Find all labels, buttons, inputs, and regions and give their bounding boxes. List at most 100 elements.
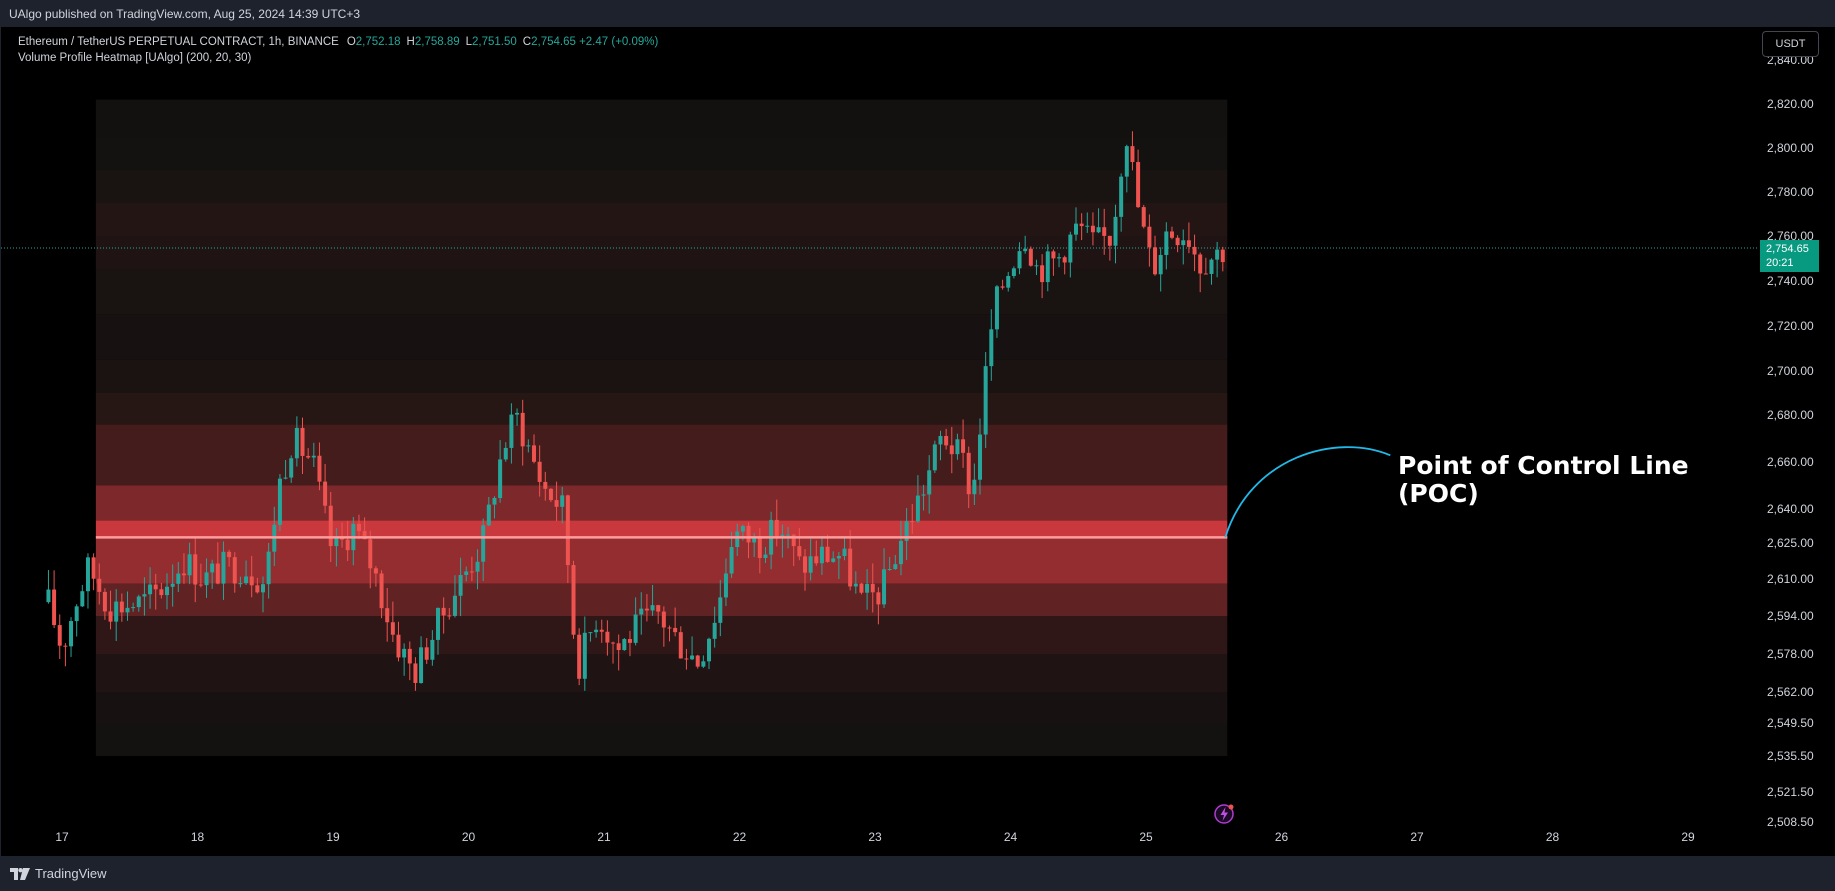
- symbol-title[interactable]: Ethereum / TetherUS PERPETUAL CONTRACT, …: [18, 36, 339, 48]
- candle-body: [74, 606, 79, 622]
- candle-body: [46, 589, 51, 603]
- candle: [1000, 279, 1005, 290]
- price-tick-label: 2,535.50: [1767, 749, 1814, 763]
- candle: [932, 440, 937, 473]
- heatmap-band-2: [95, 654, 1228, 692]
- candle-body: [1130, 146, 1135, 163]
- price-tick-label: 2,562.00: [1767, 685, 1814, 699]
- candle: [673, 607, 678, 637]
- candle-body: [1023, 248, 1028, 252]
- candle: [509, 403, 514, 464]
- candle-body: [1028, 248, 1033, 266]
- candle-body: [334, 538, 339, 547]
- candle-body: [52, 589, 57, 626]
- candle-body: [294, 427, 299, 459]
- candle-body: [176, 573, 181, 584]
- candle: [966, 446, 971, 509]
- candle: [938, 430, 943, 461]
- chart-pane[interactable]: 2,508.50 2,521.50 2,535.50 2,549.50 2,562.00…: [0, 27, 1835, 856]
- price-tick-label: 2,800.00: [1767, 141, 1814, 155]
- candle-body: [1079, 223, 1084, 227]
- candle-body: [80, 591, 85, 607]
- candle-body: [983, 366, 988, 435]
- candle: [159, 582, 164, 599]
- candle-body: [1068, 234, 1073, 263]
- candle-body: [447, 615, 452, 617]
- candle: [356, 514, 361, 540]
- candle-body: [673, 627, 678, 633]
- candle: [921, 484, 926, 511]
- candle: [757, 527, 762, 574]
- candle-body: [667, 627, 672, 629]
- candle-body: [142, 594, 147, 597]
- candle: [345, 520, 350, 562]
- heatmap-band-8: [95, 424, 1228, 486]
- bottom-bar: TradingView: [0, 856, 1835, 891]
- candle-body: [966, 452, 971, 495]
- candle: [311, 442, 316, 467]
- candle-body: [277, 478, 282, 525]
- time-tick-label: 19: [326, 830, 340, 844]
- candle: [390, 601, 395, 642]
- tradingview-logo-text: TradingView: [35, 866, 107, 881]
- candle-body: [882, 569, 887, 605]
- open-label: O: [346, 36, 356, 48]
- candle: [1153, 235, 1158, 276]
- candle-body: [181, 573, 186, 576]
- candle-body: [1181, 240, 1186, 246]
- tradingview-logo[interactable]: TradingView: [10, 866, 107, 881]
- candle: [661, 606, 666, 647]
- candle: [385, 587, 390, 642]
- candle-body: [1175, 237, 1180, 246]
- candle-body: [260, 584, 265, 593]
- indicator-title[interactable]: Volume Profile Heatmap [UAlgo] (200, 20,…: [18, 52, 252, 64]
- candle-body: [898, 540, 903, 565]
- candle: [340, 522, 345, 548]
- price-tick-label: 2,660.00: [1767, 455, 1814, 469]
- candle-body: [1215, 249, 1220, 260]
- price-tick-label: 2,521.50: [1767, 785, 1814, 799]
- candle: [605, 620, 610, 656]
- candle-body: [921, 494, 926, 496]
- candle: [1006, 271, 1011, 292]
- candle: [108, 590, 113, 630]
- candle: [294, 416, 299, 467]
- candle-body: [114, 601, 119, 622]
- candle-body: [300, 427, 305, 456]
- candle-body: [836, 556, 841, 559]
- candle-body: [684, 658, 689, 660]
- candle: [125, 591, 130, 621]
- candle-body: [791, 534, 796, 547]
- candle: [961, 419, 966, 468]
- candle: [452, 575, 457, 618]
- candle: [1017, 242, 1022, 275]
- candle-body: [503, 447, 508, 460]
- candle-body: [385, 608, 390, 623]
- annotation-line-1: Point of Control Line: [1398, 451, 1689, 480]
- currency-button[interactable]: USDT: [1762, 31, 1819, 57]
- candle: [577, 628, 582, 686]
- candle: [983, 352, 988, 449]
- candle: [910, 504, 915, 534]
- candle: [165, 573, 170, 610]
- candle: [114, 589, 119, 641]
- candle: [1073, 207, 1078, 241]
- candle-body: [802, 556, 807, 573]
- candle: [1085, 212, 1090, 233]
- candle: [170, 564, 175, 607]
- candle-body: [520, 412, 525, 447]
- candle: [323, 463, 328, 514]
- lightning-icon[interactable]: [1214, 804, 1234, 824]
- candle-body: [193, 554, 198, 585]
- candlestick-chart[interactable]: 2,508.50 2,521.50 2,535.50 2,549.50 2,562.00…: [1, 27, 1835, 856]
- heatmap-band-7: [95, 485, 1228, 521]
- candle: [915, 475, 920, 523]
- candle: [1113, 204, 1118, 264]
- tradingview-logo-icon: [10, 867, 30, 880]
- candle-body: [323, 481, 328, 506]
- candle: [797, 528, 802, 561]
- candle-body: [509, 414, 514, 448]
- candle: [97, 563, 102, 605]
- candle-body: [622, 639, 627, 651]
- price-tick-label: 2,625.00: [1767, 536, 1814, 550]
